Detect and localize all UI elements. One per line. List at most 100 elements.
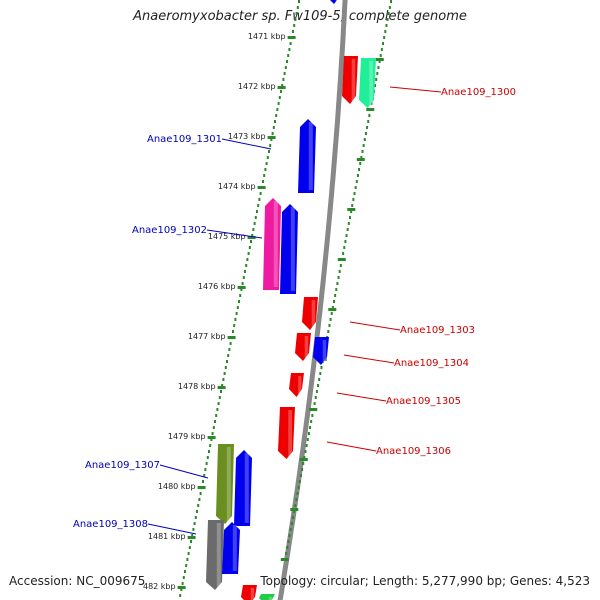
right-scale-dot — [354, 186, 357, 189]
right-scale-dot — [304, 450, 307, 453]
gene-bottom-green[interactable] — [259, 594, 275, 600]
gene-anae109-1301-highlight — [308, 122, 313, 190]
left-scale-dot — [263, 174, 266, 177]
gene-anae109-1303[interactable] — [302, 297, 318, 330]
right-scale-dot — [364, 132, 367, 135]
left-scale-dot — [194, 516, 197, 519]
right-scale-dot — [291, 516, 294, 519]
right-scale-dot — [336, 282, 339, 285]
gene-bottom-red-highlight — [250, 588, 255, 600]
left-scale-dot — [257, 204, 260, 207]
left-scale-dot — [250, 240, 252, 243]
gene-anae109-1304b-highlight — [322, 340, 327, 362]
left-scale-dot — [182, 576, 185, 579]
scale-label: 1481 kbp — [148, 532, 186, 541]
gene-anae109-1304b-shape — [313, 337, 329, 365]
gene-label-left[interactable]: Anae109_1301 — [147, 134, 222, 145]
gene-anae109-1304a[interactable] — [295, 333, 311, 361]
right-scale-dot — [386, 18, 389, 21]
right-scale-dot — [287, 540, 290, 543]
left-scale-dot — [259, 192, 262, 195]
left-scale-dot — [232, 330, 234, 333]
gene-label-right[interactable]: Anae109_1300 — [441, 87, 516, 98]
right-scale-dot — [320, 366, 323, 369]
left-scale-dot — [277, 102, 280, 105]
left-tick — [227, 336, 236, 339]
right-scale-dot — [288, 534, 291, 537]
left-scale-dot — [218, 396, 221, 399]
gene-label-right[interactable]: Anae109_1305 — [386, 396, 461, 407]
gene-anae109-1302b[interactable] — [280, 204, 298, 294]
left-scale-dot — [252, 228, 255, 231]
gene-anae109-1300-teal[interactable] — [359, 58, 376, 108]
right-scale-dot — [331, 306, 334, 309]
left-scale-dot — [233, 324, 236, 327]
right-scale-dot — [363, 138, 366, 141]
right-scale-dot — [390, 0, 392, 3]
right-scale-dot — [343, 246, 346, 249]
gene-anae109-1305[interactable] — [289, 373, 304, 397]
left-scale-dot — [180, 588, 183, 591]
gene-label-left[interactable]: Anae109_1308 — [73, 519, 148, 530]
gene-label-left[interactable]: Anae109_1307 — [85, 460, 160, 471]
left-scale-dot — [292, 30, 294, 33]
right-tick — [347, 208, 356, 211]
left-scale-dot — [248, 246, 251, 249]
left-scale-dot — [264, 168, 267, 171]
gene-anae109-1307[interactable] — [216, 444, 234, 524]
right-scale-dot — [387, 12, 390, 15]
left-scale-dot — [181, 582, 184, 585]
gene-anae109-1302b-highlight — [290, 207, 295, 291]
left-scale-dot — [185, 564, 188, 567]
scale-label: 1472 kbp — [238, 82, 276, 91]
gene-label-right[interactable]: Anae109_1306 — [376, 446, 451, 457]
left-scale-dot — [228, 348, 231, 351]
gene-label-right[interactable]: Anae109_1303 — [400, 325, 475, 336]
gene-anae109-1308b[interactable] — [222, 522, 240, 574]
gene-anae109-1302[interactable] — [263, 198, 281, 290]
right-scale-dot — [355, 180, 358, 183]
scale-label: 1479 kbp — [168, 432, 206, 441]
right-scale-dot — [379, 54, 382, 57]
right-scale-dot — [335, 288, 338, 291]
gene-top-partial[interactable] — [326, 0, 342, 4]
gene-anae109-1300[interactable] — [342, 56, 358, 104]
left-scale-dot — [211, 432, 214, 435]
left-scale-dot — [221, 384, 224, 387]
right-scale-dot — [314, 396, 317, 399]
right-scale-dot — [337, 276, 340, 279]
gene-label-left[interactable]: Anae109_1302 — [132, 225, 207, 236]
right-scale-dot — [375, 78, 378, 81]
left-scale-dot — [265, 162, 268, 165]
right-scale-dot — [307, 432, 310, 435]
left-scale-dot — [271, 132, 274, 135]
right-scale-dot — [370, 102, 373, 105]
right-scale-dot — [346, 228, 349, 231]
left-scale-dot — [253, 222, 256, 225]
gene-anae109-1307b[interactable] — [234, 450, 252, 526]
left-scale-dot — [222, 378, 225, 381]
right-scale-dot — [311, 414, 314, 417]
left-scale-dot — [179, 594, 182, 597]
gene-anae109-1301[interactable] — [298, 119, 316, 193]
right-scale-dot — [309, 426, 312, 429]
left-scale-dot — [184, 570, 186, 573]
right-scale-dot — [296, 492, 299, 495]
left-tick — [237, 286, 246, 289]
right-scale-dot — [338, 270, 341, 273]
left-scale-dot — [275, 114, 278, 117]
right-scale-dot — [297, 486, 300, 489]
right-label-connector — [343, 354, 395, 364]
right-scale-dot — [382, 42, 385, 45]
left-scale-dot — [193, 522, 196, 525]
scale-label: 1475 kbp — [208, 232, 246, 241]
left-tick — [267, 136, 276, 139]
left-scale-dot — [188, 546, 191, 549]
gene-anae109-1308[interactable] — [206, 520, 224, 590]
right-label-connector — [336, 392, 387, 402]
gene-anae109-1306[interactable] — [278, 407, 295, 459]
gene-label-right[interactable]: Anae109_1304 — [394, 358, 469, 369]
gene-bottom-red[interactable] — [241, 585, 257, 600]
gene-anae109-1304b[interactable] — [313, 337, 329, 365]
